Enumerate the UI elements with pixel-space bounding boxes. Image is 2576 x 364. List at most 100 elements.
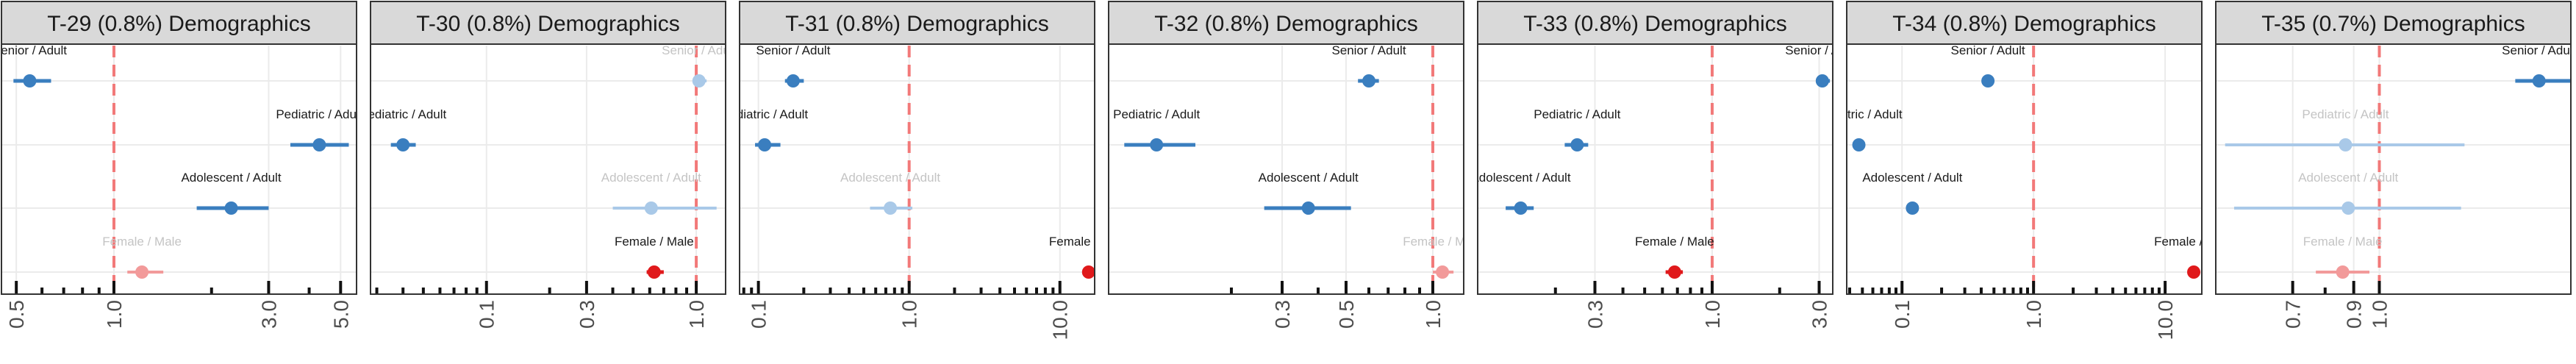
point-label: Adolescent / Adult <box>181 171 281 185</box>
point-label: Female / Male <box>1635 235 1714 249</box>
estimate-point <box>647 265 661 279</box>
point-label: Pediatric / Adult <box>1534 107 1620 121</box>
estimate-point <box>1906 201 1920 215</box>
tick-label: 0.3 <box>1271 300 1294 329</box>
point-label: Adolescent / Adult <box>601 171 701 185</box>
estimate-point <box>758 138 772 151</box>
panel-border <box>739 43 1095 295</box>
point-label: Pediatric / Adult <box>1815 107 1902 121</box>
point-label: Pediatric / Adult <box>359 107 446 121</box>
tick-label: 1.0 <box>1701 300 1724 329</box>
facet-strip <box>1 1 357 45</box>
plot-area: Senior / Adult Pediatric / Adult Adolescen… <box>1109 43 1482 294</box>
facet-panel: T-35 (0.7%) Demographics Senior / Adult Pe… <box>2215 1 2576 329</box>
estimate-point <box>2187 265 2201 279</box>
point-label: Adolescent / Adult <box>840 171 940 185</box>
facet-panel: T-29 (0.8%) Demographics Senior / Adult Pe… <box>0 1 362 329</box>
tick-label: 0.3 <box>1584 300 1606 329</box>
point-label: Pediatric / Adult <box>2302 107 2389 121</box>
estimate-point <box>135 265 149 279</box>
facet-panel: T-32 (0.8%) Demographics Senior / Adult Pe… <box>1108 1 1482 329</box>
facet-strip <box>2215 1 2572 45</box>
plot-area: Senior / Adult Pediatric / Adult Adolescen… <box>740 43 1128 294</box>
estimate-point <box>2341 201 2355 215</box>
point-label: Senior / Adult <box>0 43 67 57</box>
facet-strip <box>370 1 726 45</box>
tick-label: 1.0 <box>685 300 708 329</box>
estimate-point <box>1667 265 1681 279</box>
tick-label: 3.0 <box>257 300 280 329</box>
point-label: Senior / Adult <box>756 43 830 57</box>
estimate-point <box>1981 74 1995 88</box>
tick-label: 3.0 <box>1808 300 1831 329</box>
tick-label: 10.0 <box>1049 300 1072 340</box>
facet-title: T-29 (0.8%) Demographics <box>47 12 310 36</box>
plot-area: Senior / Adult Pediatric / Adult Adolescen… <box>1815 43 2233 294</box>
point-label: Senior / Adult <box>2502 43 2576 57</box>
panel-border <box>1477 43 1833 295</box>
point-label: Female / Male <box>2303 235 2383 249</box>
estimate-point <box>224 201 238 215</box>
facet-strip <box>1108 1 1464 45</box>
tick-label: 0.1 <box>476 300 498 329</box>
estimate-point <box>644 201 658 215</box>
facet-title: T-31 (0.8%) Demographics <box>785 12 1048 36</box>
tick-label: 1.0 <box>2368 300 2391 329</box>
tick-label: 5.0 <box>329 300 352 329</box>
point-label: Female / Male <box>102 235 182 249</box>
estimate-point <box>312 138 326 151</box>
point-label: Female / Male <box>2154 235 2233 249</box>
plot-area: Senior / Adult Pediatric / Adult Adolescen… <box>1478 43 1859 294</box>
panel-border <box>1 43 357 295</box>
estimate-point <box>23 74 37 88</box>
plot-area: Senior / Adult Pediatric / Adult Adolescen… <box>0 43 362 294</box>
tick-label: 1.0 <box>103 300 126 329</box>
point-label: Senior / Adult <box>1785 43 1859 57</box>
tick-label: 0.9 <box>2343 300 2366 329</box>
estimate-point <box>396 138 410 151</box>
estimate-point <box>1301 201 1315 215</box>
plot-area: Senior / Adult Pediatric / Adult Adolescen… <box>2216 43 2576 294</box>
point-label: Adolescent / Adult <box>1259 171 1359 185</box>
point-label: Adolescent / Adult <box>2298 171 2398 185</box>
tick-label: 0.3 <box>576 300 598 329</box>
estimate-point <box>692 74 706 88</box>
estimate-point <box>1852 138 1866 151</box>
tick-label: 1.0 <box>2022 300 2045 329</box>
estimate-point <box>2532 74 2546 88</box>
facet-strip <box>1846 1 2203 45</box>
estimate-point <box>2336 265 2350 279</box>
facet-panel: T-30 (0.8%) Demographics Senior / Adult Pe… <box>359 1 726 329</box>
estimate-point <box>884 201 898 215</box>
facet-panel: T-31 (0.8%) Demographics Senior / Adult Pe… <box>739 1 1128 340</box>
point-label: Female / Male <box>1049 235 1128 249</box>
facet-title: T-34 (0.8%) Demographics <box>1892 12 2155 36</box>
facet-panel: T-33 (0.8%) Demographics Senior / Adult Pe… <box>1477 1 1859 329</box>
facet-title: T-32 (0.8%) Demographics <box>1154 12 1417 36</box>
point-label: Female / Male <box>615 235 694 249</box>
facet-strip <box>739 1 1095 45</box>
estimate-point <box>1570 138 1584 151</box>
point-label: Senior / Adult <box>1951 43 2025 57</box>
panel-border <box>1846 43 2203 295</box>
estimate-point <box>1081 265 1095 279</box>
facet-panel: T-34 (0.8%) Demographics Senior / Adult Pe… <box>1815 1 2233 340</box>
tick-label: 0.5 <box>1335 300 1358 329</box>
tick-label: 0.1 <box>1891 300 1914 329</box>
estimate-point <box>2339 138 2353 151</box>
facet-strip <box>1477 1 1833 45</box>
panel-border <box>1108 43 1464 295</box>
panel-border <box>370 43 726 295</box>
point-label: Female / Male <box>1403 235 1482 249</box>
point-label: Pediatric / Adult <box>276 107 362 121</box>
point-label: Senior / Adult <box>1331 43 1406 57</box>
panel-border <box>2215 43 2572 295</box>
tick-label: 1.0 <box>1422 300 1445 329</box>
estimate-point <box>1815 74 1829 88</box>
tick-label: 1.0 <box>898 300 921 329</box>
facet-title: T-30 (0.8%) Demographics <box>416 12 679 36</box>
facet-title: T-35 (0.7%) Demographics <box>2261 12 2525 36</box>
estimate-point <box>786 74 800 88</box>
plot-area: Senior / Adult Pediatric / Adult Adolescen… <box>359 46 726 294</box>
